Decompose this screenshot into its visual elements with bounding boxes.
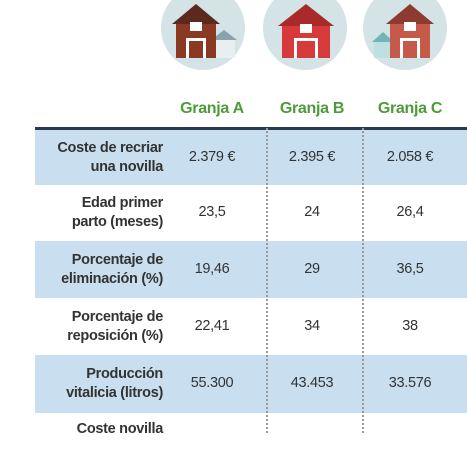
cell-value: 2.379 €	[188, 148, 236, 165]
page: Coste de recriar una novilla 2.379 € 2.395 …	[35, 0, 467, 437]
barn-icon-a	[161, 0, 245, 70]
row-label: parto (meses)	[71, 214, 163, 230]
column-header: Granja A	[180, 100, 244, 117]
row-label: reposición (%)	[67, 327, 163, 344]
row-label: Producción	[86, 366, 163, 382]
table-row: Producción vitalicia (litros) 55.300 43.453…	[35, 355, 467, 413]
cell-value: 2.395 €	[288, 148, 336, 165]
table-row: Porcentaje de eliminación (%) 19,46 29 36,5	[35, 241, 467, 298]
barn-icon-c	[363, 0, 447, 70]
row-label: eliminación (%)	[61, 270, 163, 287]
table-row: Porcentaje de reposición (%) 22,41 34 38	[35, 298, 467, 355]
column-header: Granja C	[377, 100, 443, 117]
column-header: Granja B	[279, 100, 345, 117]
cell-value: 34	[304, 317, 320, 334]
barn-icon-b	[263, 0, 347, 70]
cell-value: 55.300	[190, 375, 234, 391]
cell-value: 24	[304, 204, 320, 220]
row-label: vitalicia (litros)	[66, 385, 163, 401]
row-label: Porcentaje de	[71, 251, 164, 268]
cell-value: 43.453	[290, 375, 334, 391]
table-row: Coste de recriar una novilla 2.379 € 2.395 …	[35, 130, 467, 185]
cell-value: 22,41	[194, 317, 230, 334]
cell-value: 23,5	[198, 204, 226, 220]
header-rule	[35, 127, 467, 130]
farm-icons	[161, 0, 447, 70]
cell-value: 19,46	[194, 260, 230, 277]
row-label: Coste novilla	[76, 421, 164, 437]
cell-value: 2.058 €	[386, 148, 434, 165]
column-separator	[362, 128, 364, 433]
cell-value: 38	[402, 317, 418, 334]
cell-value: 29	[304, 260, 320, 277]
column-separator	[266, 128, 268, 433]
cell-value: 36,5	[396, 260, 424, 277]
table-row: Coste novilla	[35, 413, 467, 453]
cell-value: 33.576	[388, 375, 432, 391]
table-row: Edad primer parto (meses) 23,5 24 26,4	[35, 185, 467, 241]
row-label: Porcentaje de	[71, 308, 164, 325]
row-label: Edad primer	[81, 195, 164, 211]
row-label: una novilla	[90, 158, 164, 175]
cell-value: 26,4	[396, 204, 424, 220]
row-label: Coste de recriar	[57, 139, 163, 156]
